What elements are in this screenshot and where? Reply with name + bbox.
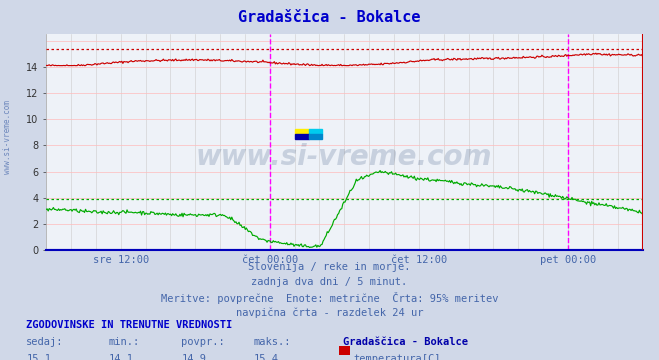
Text: sre 12:00: sre 12:00 [92,255,149,265]
Text: Gradaščica - Bokalce: Gradaščica - Bokalce [239,10,420,25]
Bar [295,134,308,139]
Text: 14,1: 14,1 [109,354,134,360]
Text: čet 12:00: čet 12:00 [391,255,447,265]
Text: sedaj:: sedaj: [26,337,64,347]
Text: www.si-vreme.com: www.si-vreme.com [196,143,492,171]
Text: Slovenija / reke in morje.: Slovenija / reke in morje. [248,262,411,272]
Text: navpična črta - razdelek 24 ur: navpična črta - razdelek 24 ur [236,307,423,318]
Text: Gradaščica - Bokalce: Gradaščica - Bokalce [343,337,468,347]
Text: čet 00:00: čet 00:00 [242,255,298,265]
Text: 15,4: 15,4 [254,354,279,360]
Text: Meritve: povprečne  Enote: metrične  Črta: 95% meritev: Meritve: povprečne Enote: metrične Črta:… [161,292,498,304]
Text: www.si-vreme.com: www.si-vreme.com [3,100,13,174]
Text: ZGODOVINSKE IN TRENUTNE VREDNOSTI: ZGODOVINSKE IN TRENUTNE VREDNOSTI [26,320,233,330]
Text: min.:: min.: [109,337,140,347]
Text: temperatura[C]: temperatura[C] [353,354,441,360]
Text: 15,1: 15,1 [26,354,51,360]
Text: maks.:: maks.: [254,337,291,347]
Bar [308,134,322,139]
Text: povpr.:: povpr.: [181,337,225,347]
Text: zadnja dva dni / 5 minut.: zadnja dva dni / 5 minut. [251,277,408,287]
Bar [295,129,308,134]
Bar [308,129,322,134]
Text: pet 00:00: pet 00:00 [540,255,596,265]
Text: 14,9: 14,9 [181,354,206,360]
